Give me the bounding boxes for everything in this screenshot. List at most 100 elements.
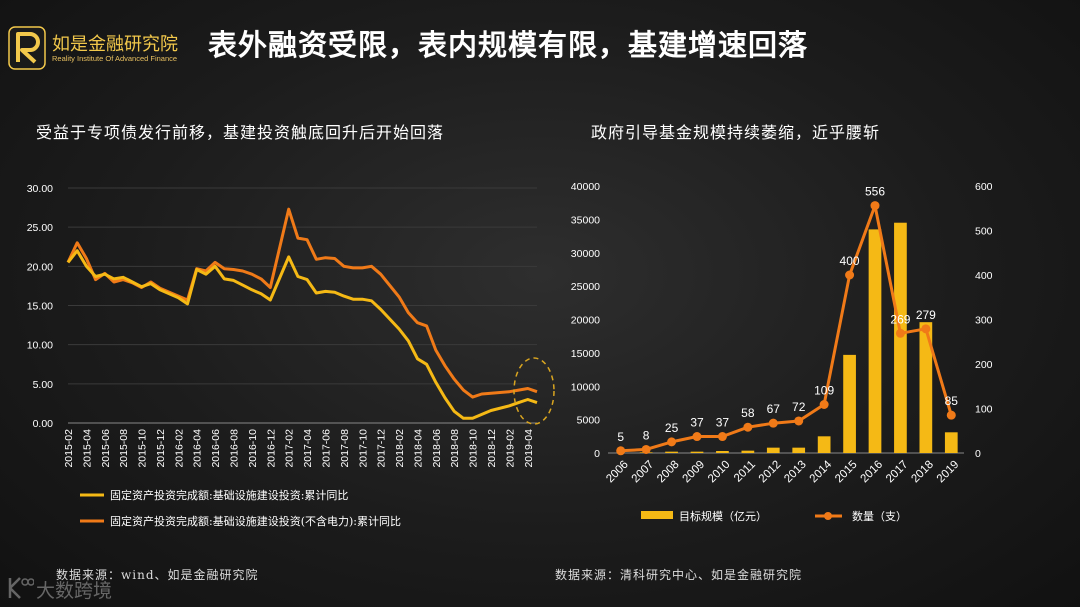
target-scale-bar <box>741 450 755 453</box>
left-x-tick-label: 2017-06 <box>320 429 332 468</box>
left-x-tick-label: 2015-10 <box>137 429 149 468</box>
target-scale-bar <box>792 447 806 453</box>
legend-label-series2: 固定资产投资完成额:基础设施建设投资(不含电力):累计同比 <box>110 514 401 528</box>
right-y-left-tick-label: 10000 <box>571 381 600 393</box>
right-y-left-tick-label: 30000 <box>571 248 600 260</box>
watermark: 大数跨境 <box>6 574 156 604</box>
right-x-tick-label: 2017 <box>884 459 911 486</box>
target-scale-bar <box>716 450 729 453</box>
right-y-right-tick-label: 300 <box>975 315 993 327</box>
fund-count-data-label: 279 <box>916 308 936 322</box>
left-x-tick-label: 2016-08 <box>229 429 241 468</box>
fund-count-data-label: 8 <box>643 428 650 442</box>
right-data-source: 数据来源：清科研究中心、如是金融研究院 <box>555 568 803 582</box>
target-scale-bar <box>665 451 678 453</box>
right-y-left-tick-label: 15000 <box>571 348 600 360</box>
fund-count-data-label: 25 <box>665 421 679 435</box>
left-series-line-1 <box>66 249 538 420</box>
fund-count-marker <box>717 432 727 442</box>
right-x-tick-label: 2009 <box>681 459 708 486</box>
right-x-tick-label: 2010 <box>706 459 733 486</box>
legend-label-line: 数量（支） <box>852 510 907 523</box>
left-x-tick-label: 2018-04 <box>412 429 424 468</box>
left-x-tick-label: 2019-04 <box>523 429 535 468</box>
left-x-tick-label: 2016-12 <box>265 429 277 468</box>
right-y-left-tick-label: 20000 <box>571 315 600 327</box>
left-y-tick-label: 5.00 <box>33 379 54 391</box>
left-x-tick-label: 2016-10 <box>247 429 259 468</box>
fund-count-data-label: 269 <box>890 312 910 326</box>
right-x-tick-label: 2014 <box>808 458 835 485</box>
legend-label-bar: 目标规模（亿元） <box>679 509 767 523</box>
left-data-source: 数据来源：wind、如是金融研究院 <box>56 568 259 582</box>
right-x-tick-label: 2019 <box>935 459 962 486</box>
left-y-tick-label: 30.00 <box>27 183 53 195</box>
right-y-right-tick-label: 600 <box>975 181 993 193</box>
fund-count-marker <box>794 416 804 426</box>
target-scale-bar <box>766 447 780 453</box>
left-x-tick-label: 2015-06 <box>100 429 112 468</box>
right-x-tick-label: 2013 <box>782 459 809 486</box>
left-x-tick-label: 2017-10 <box>357 429 369 468</box>
legend-swatch-marker <box>824 512 832 520</box>
left-x-tick-label: 2018-10 <box>468 429 480 468</box>
logo-name: 如是金融研究院 <box>52 34 178 55</box>
fund-count-marker <box>921 324 931 334</box>
left-x-tick-label: 2018-02 <box>394 429 406 468</box>
legend-label-series1: 固定资产投资完成额:基础设施建设投资:累计同比 <box>110 488 348 502</box>
right-x-tick-label: 2018 <box>909 459 936 486</box>
right-x-tick-label: 2015 <box>833 459 860 486</box>
left-x-tick-label: 2018-06 <box>431 429 443 468</box>
highlight-circle <box>513 357 555 425</box>
logo-r-icon <box>8 26 46 70</box>
fund-count-marker <box>870 201 880 211</box>
target-scale-bar <box>843 354 856 453</box>
legend-swatch-bar <box>641 511 673 519</box>
fund-count-marker <box>895 328 905 338</box>
left-y-tick-label: 0.00 <box>33 418 54 430</box>
right-y-left-tick-label: 0 <box>594 448 600 460</box>
right-y-right-tick-label: 500 <box>975 226 993 238</box>
logo: 如是金融研究院 Reality Institute Of Advanced Fi… <box>8 26 208 72</box>
right-y-left-tick-label: 40000 <box>571 181 600 193</box>
left-x-tick-label: 2017-12 <box>376 429 388 468</box>
target-scale-bar <box>919 322 933 453</box>
left-legend: 固定资产投资完成额:基础设施建设投资:累计同比 固定资产投资完成额:基础设施建设… <box>80 488 401 528</box>
right-x-tick-label: 2016 <box>859 459 886 486</box>
fund-count-data-label: 85 <box>945 394 959 408</box>
watermark-logo-icon <box>8 577 34 599</box>
right-x-tick-label: 2011 <box>732 459 758 485</box>
left-x-tick-label: 2015-04 <box>81 429 93 468</box>
left-chart-title: 受益于专项债发行前移，基建投资触底回升后开始回落 <box>36 123 445 142</box>
logo-subtitle: Reality Institute Of Advanced Finance <box>52 54 178 63</box>
fund-count-marker <box>616 446 626 456</box>
left-y-tick-label: 20.00 <box>27 261 53 273</box>
fund-count-data-label: 58 <box>741 406 755 420</box>
left-y-tick-label: 25.00 <box>27 222 53 234</box>
right-x-tick-label: 2012 <box>757 459 784 486</box>
fund-count-marker <box>768 418 778 428</box>
right-y-left-tick-label: 25000 <box>571 281 600 293</box>
left-x-tick-label: 2016-02 <box>173 429 185 468</box>
fund-count-marker <box>641 444 651 454</box>
left-x-tick-label: 2016-04 <box>192 429 204 468</box>
fund-count-data-label: 67 <box>767 402 781 416</box>
target-scale-bar <box>894 222 907 453</box>
right-y-left-tick-label: 5000 <box>577 415 601 427</box>
right-y-right-tick-label: 100 <box>975 404 993 416</box>
page-title: 表外融资受限，表内规模有限，基建增速回落 <box>208 28 809 62</box>
fund-count-data-label: 5 <box>617 430 624 444</box>
left-x-tick-label: 2015-12 <box>155 429 167 468</box>
left-x-tick-label: 2017-04 <box>302 429 314 468</box>
target-scale-bar <box>817 436 831 453</box>
fund-count-marker <box>946 410 956 420</box>
left-x-tick-label: 2016-06 <box>210 429 222 468</box>
fund-count-data-label: 72 <box>792 400 806 414</box>
fund-count-marker <box>743 422 753 432</box>
fund-count-data-label: 400 <box>840 254 860 268</box>
fund-count-marker <box>667 437 677 447</box>
right-legend: 目标规模（亿元） 数量（支） <box>641 509 907 523</box>
watermark-text: 大数跨境 <box>36 580 113 602</box>
